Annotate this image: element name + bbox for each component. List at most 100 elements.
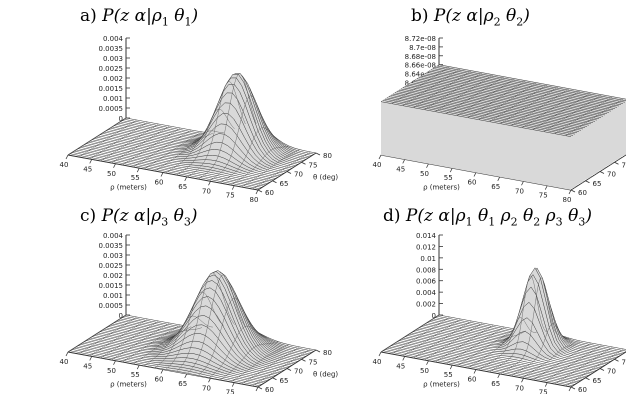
panel-a: a) P(z α|ρ1 θ1) 0.004 0.0035 0.003 0.0025 0.…: [0, 0, 339, 204]
mesh-line: [396, 341, 588, 378]
mesh-line: [388, 96, 580, 132]
panel-formula: P(z α|ρ1 θ1): [102, 6, 199, 29]
x-tick: [568, 386, 572, 392]
x-tick: [473, 369, 477, 374]
mesh-line: [412, 81, 604, 117]
mesh-line: [100, 123, 159, 162]
mesh-line: [391, 66, 450, 104]
y-tick: [272, 180, 277, 184]
x-tick: [402, 159, 406, 164]
mesh-line: [100, 320, 159, 359]
surface-plot-d: 0.014 0.012 0.01 0.008 0.006 0.004 0.002 0 40 45 5…: [373, 232, 626, 394]
mesh-line: [89, 121, 148, 160]
y-tick: [257, 386, 263, 390]
mesh-line: [489, 275, 548, 373]
mesh-line: [402, 318, 461, 357]
mesh-line: [467, 80, 526, 118]
y-tick: [301, 358, 306, 362]
mesh-line: [77, 148, 269, 184]
z-tick-label: 0.003: [103, 252, 123, 260]
x-tick-label: 65: [178, 380, 187, 388]
mesh-line: [87, 141, 279, 178]
mesh-line: [97, 280, 289, 369]
x-tick-label: 65: [491, 183, 500, 191]
mesh-line: [73, 150, 265, 187]
x-tick: [426, 360, 429, 365]
x-tick-label: 50: [107, 170, 116, 178]
mesh-line: [416, 286, 608, 365]
x-tick-label: 80: [250, 196, 259, 204]
mesh-line: [456, 328, 516, 367]
mesh-line: [438, 64, 626, 100]
mesh-line: [380, 64, 440, 102]
x-tick: [449, 364, 453, 370]
mesh-line: [71, 349, 263, 385]
mesh-line: [143, 131, 203, 170]
mesh-line: [400, 338, 592, 375]
x-tick: [160, 172, 164, 177]
mesh-line: [75, 149, 267, 186]
x-tick-label: 55: [444, 371, 453, 379]
mesh-line: [67, 117, 127, 156]
z-tick-label: 0.0005: [99, 302, 124, 310]
y-tick-label: 75: [622, 358, 626, 366]
y-tick-label: 60: [265, 386, 274, 394]
surface-plot-b: 8.72e-088.7e-088.68e-088.66e-088.64e-08 8…: [373, 35, 626, 204]
mesh-line: [122, 324, 181, 363]
y-tick: [315, 152, 321, 156]
mesh-line: [424, 72, 483, 110]
mesh-line: [165, 130, 224, 174]
x-axis-label: ρ (meters): [423, 380, 460, 388]
y-tick-label: 65: [593, 377, 602, 385]
z-tick-label: 0.001: [103, 292, 123, 300]
surface-mesh: [380, 267, 626, 388]
x-tick: [544, 185, 548, 190]
x-tick-label: 50: [107, 367, 116, 375]
mesh-line: [390, 95, 582, 131]
z-tick-label: 8.72e-08: [405, 35, 436, 43]
x-tick: [65, 154, 69, 160]
x-tick: [255, 189, 259, 195]
x-tick-label: 75: [539, 192, 548, 200]
x-tick: [378, 351, 382, 357]
x-tick-label: 40: [60, 161, 69, 169]
surface-mesh: [67, 270, 317, 388]
mesh-line: [99, 102, 291, 170]
mesh-line: [435, 74, 494, 112]
mesh-line: [408, 83, 600, 120]
mesh-line: [396, 91, 588, 127]
y-tick: [272, 377, 277, 381]
mesh-line: [456, 78, 516, 116]
y-tick-label: 70: [294, 368, 303, 376]
x-tick-label: 45: [396, 362, 405, 370]
z-tick-label: 8.68e-08: [405, 53, 436, 61]
mesh-line: [426, 72, 618, 108]
x-tick: [160, 369, 164, 374]
mesh-line: [418, 77, 610, 113]
mesh-line: [93, 133, 285, 174]
mesh-line: [176, 108, 235, 176]
mesh-line: [95, 123, 287, 173]
mesh-line: [85, 143, 277, 179]
mesh-line: [69, 350, 261, 386]
x-tick: [378, 154, 382, 160]
y-tick-label: 75: [622, 161, 626, 169]
z-tick-label: 0.0025: [99, 262, 124, 270]
mesh-line: [394, 342, 586, 379]
panel-formula: P(z α|ρ2 θ2): [433, 6, 530, 29]
mesh-line: [89, 140, 281, 177]
x-tick-label: 70: [515, 384, 524, 392]
y-tick: [570, 189, 576, 193]
mesh-line: [198, 73, 257, 180]
mesh-line: [446, 326, 505, 365]
x-tick: [184, 176, 188, 182]
panel-formula: P(z α|ρ1 θ1 ρ2 θ2 ρ3 θ3): [405, 206, 592, 229]
mesh-line: [111, 322, 170, 361]
surface-mesh: [67, 73, 317, 191]
x-tick-label: 75: [539, 389, 548, 394]
mesh-line: [402, 337, 594, 374]
x-tick-label: 60: [155, 179, 164, 187]
mesh-line: [420, 75, 612, 112]
mesh-line: [67, 351, 259, 388]
y-tick: [257, 189, 263, 193]
